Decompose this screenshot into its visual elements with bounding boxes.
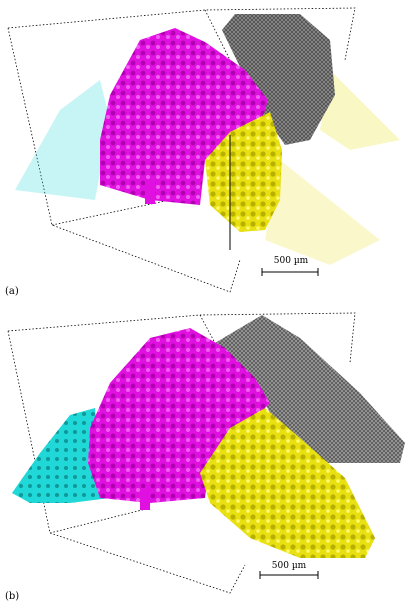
scale-bar-a bbox=[261, 268, 319, 276]
scale-bar-b bbox=[259, 571, 319, 579]
panel-label-a: (a) bbox=[5, 286, 19, 297]
gray-cloud-a bbox=[222, 14, 335, 145]
yellow-tree-a bbox=[205, 112, 282, 232]
magenta-tree-a bbox=[100, 28, 268, 205]
yellow-tree-b bbox=[200, 408, 375, 558]
yellow-tree-faint-a bbox=[320, 70, 400, 150]
render-a bbox=[7, 7, 400, 293]
bounding-box-b bbox=[7, 312, 356, 594]
panel-b: 500 µm (b) bbox=[0, 303, 418, 606]
panel-a: 500 µm (a) bbox=[5, 7, 400, 297]
cyan-tree-b bbox=[12, 408, 110, 503]
panel-label-b: (b) bbox=[5, 591, 20, 602]
render-b bbox=[7, 312, 405, 594]
cyan-tree-faint-a bbox=[15, 80, 110, 200]
scale-label-a: 500 µm bbox=[273, 256, 309, 266]
scale-label-b: 500 µm bbox=[271, 561, 307, 571]
gray-cloud-b bbox=[215, 315, 405, 463]
magenta-tree-b bbox=[88, 328, 270, 503]
